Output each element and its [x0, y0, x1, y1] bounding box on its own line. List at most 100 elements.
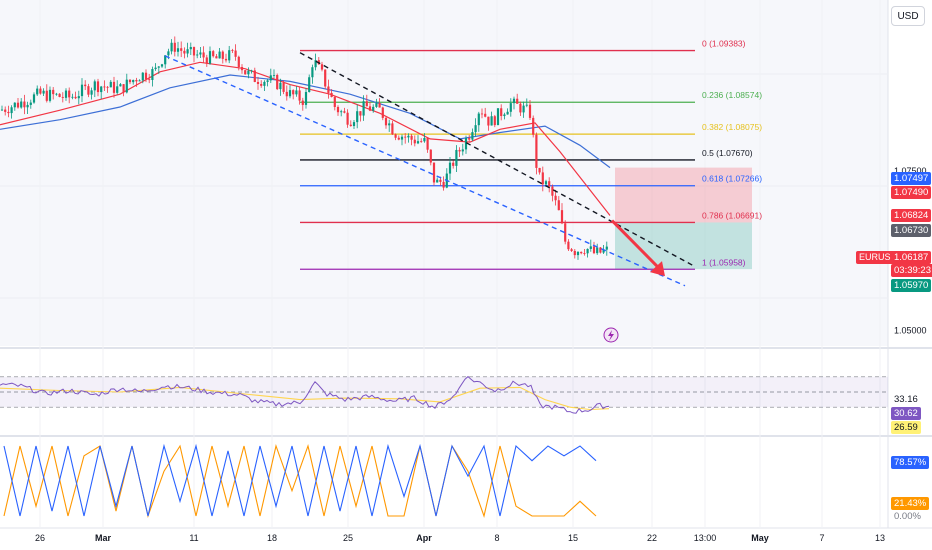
candle-body [48, 89, 52, 101]
candle-body [148, 79, 151, 81]
candle [87, 83, 90, 98]
candle [512, 96, 516, 110]
projection-arrow [610, 219, 661, 270]
candle-body [496, 108, 500, 126]
trend-line [299, 52, 696, 268]
candle-body [128, 79, 132, 83]
aroon-zero-tag: 0.00% [891, 510, 924, 523]
candle-body [388, 123, 391, 126]
candle-body [7, 111, 10, 114]
candle-body [29, 102, 32, 105]
candle [151, 66, 154, 87]
candle [186, 42, 189, 58]
candle [205, 54, 208, 67]
candle-body [234, 50, 237, 57]
candle [397, 135, 400, 141]
candle [330, 89, 333, 98]
candle-body [343, 111, 346, 113]
candle-body [519, 103, 522, 113]
candle [103, 80, 106, 92]
candle-body [84, 84, 87, 87]
candle-body [55, 93, 58, 95]
candle [304, 88, 308, 109]
candle-body [74, 96, 77, 99]
candle [208, 46, 212, 65]
candle [234, 44, 237, 61]
rsi-indicator[interactable] [0, 375, 888, 414]
trend-lines[interactable] [164, 52, 696, 287]
candle-body [228, 50, 231, 61]
candle-body [525, 104, 528, 106]
x-tick-label: 13:00 [694, 533, 717, 543]
candle [301, 97, 304, 111]
stop-loss-zone [615, 167, 752, 223]
candle-body [224, 58, 228, 61]
candle [244, 69, 247, 75]
candle [61, 92, 64, 103]
candle [282, 80, 285, 95]
candle [576, 251, 580, 260]
candle [605, 241, 608, 256]
candle-body [205, 57, 208, 64]
x-tick-label: 25 [343, 533, 353, 543]
candle [16, 97, 20, 109]
candle-body [256, 81, 260, 84]
candle-body [87, 86, 90, 95]
candle-body [272, 74, 276, 76]
candle [416, 135, 420, 145]
candle-body [480, 113, 484, 115]
candle [212, 49, 215, 58]
candle [10, 105, 13, 119]
candle-body [458, 149, 461, 152]
candle [500, 104, 503, 121]
candle [160, 63, 164, 68]
candle-body [365, 101, 368, 107]
trend-line [164, 55, 686, 287]
candle-body [397, 137, 400, 140]
aroon-up-line [3, 443, 597, 517]
candle [84, 80, 87, 91]
candle-body [349, 124, 352, 127]
candle-body [535, 134, 538, 168]
candle-body [413, 139, 416, 144]
candle [599, 246, 602, 254]
grid [39, 0, 881, 528]
candle-body [336, 106, 340, 113]
candle-body [45, 90, 48, 101]
lightning-icon[interactable] [603, 327, 619, 343]
candle-body [276, 74, 279, 90]
candle-body [320, 64, 324, 70]
candle [567, 239, 570, 251]
candle-body [212, 51, 215, 57]
candle [29, 99, 32, 109]
candle [224, 53, 228, 63]
candle [55, 92, 58, 96]
candle [218, 47, 221, 59]
candle [388, 119, 391, 132]
candle-body [10, 107, 13, 114]
candle [266, 78, 269, 87]
aroon-indicator[interactable] [3, 443, 597, 518]
candle [311, 64, 314, 84]
candle-body [583, 253, 586, 254]
candle [477, 111, 480, 132]
candle [272, 69, 276, 79]
candlestick-series[interactable] [0, 36, 608, 260]
candle-body [52, 89, 55, 95]
currency-button[interactable]: USD [891, 6, 925, 26]
candle [132, 79, 135, 85]
x-tick-label: 13 [875, 533, 885, 543]
candle-body [253, 70, 256, 82]
candle-body [125, 79, 128, 93]
candle-body [596, 247, 599, 254]
candle-body [516, 98, 519, 104]
candle-body [452, 162, 455, 166]
candle [39, 86, 42, 95]
symbol-tag: EURUSD [856, 251, 901, 264]
candle [13, 102, 16, 111]
candle [215, 53, 218, 59]
candle [429, 149, 432, 166]
candle-body [548, 181, 551, 187]
candle [26, 101, 29, 115]
